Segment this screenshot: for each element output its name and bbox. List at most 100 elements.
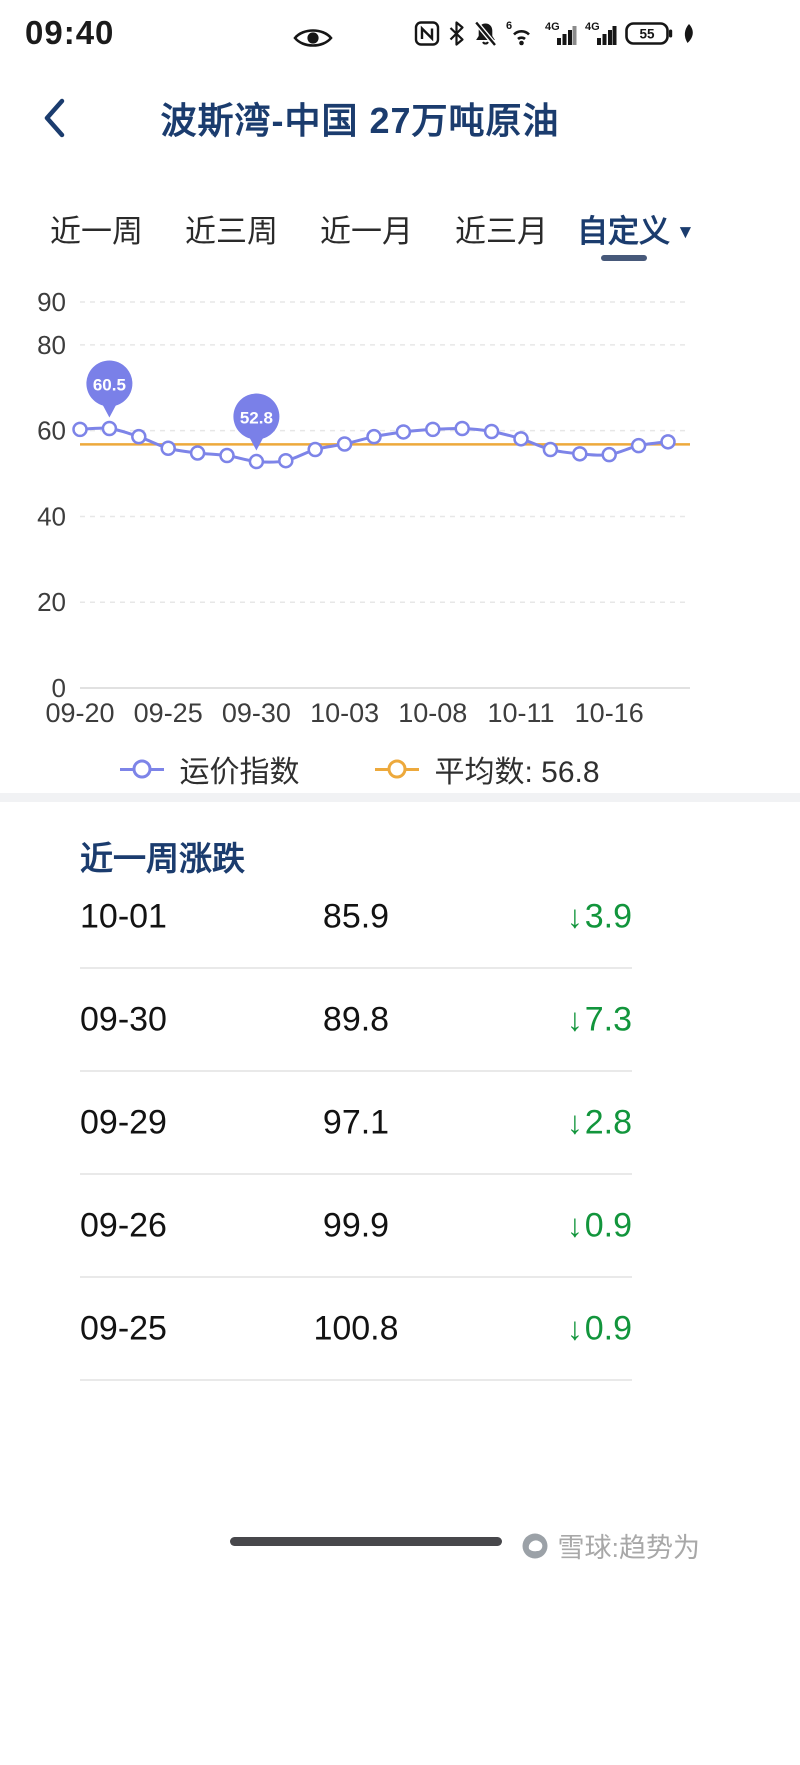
legend-item-index[interactable]: 运价指数 [120, 747, 299, 791]
sim1-signal-icon: 4G [545, 20, 577, 47]
nfc-icon [414, 20, 440, 47]
sim2-signal-icon: 4G [585, 20, 617, 47]
tooltip-pin: 60.5 [86, 360, 133, 418]
data-point-marker[interactable] [601, 446, 617, 463]
x-tick-label: 09-30 [222, 698, 291, 728]
data-point-marker[interactable] [72, 421, 88, 438]
row-value: 85.9 [322, 897, 390, 936]
section-title-weekly-change: 近一周涨跌 [80, 840, 245, 877]
data-point-marker[interactable] [395, 424, 412, 440]
tab-last-week[interactable]: 近一周 [50, 214, 143, 249]
tab-last-month[interactable]: 近一月 [320, 214, 413, 249]
eye-comfort-icon [292, 24, 334, 52]
data-point-marker[interactable] [425, 421, 441, 438]
freight-index-chart[interactable]: 0 20 40 60 80 90 09-20 09-25 09-30 10-03 10-08 10-1… [0, 285, 720, 740]
legend-label: 运价指数 [179, 756, 300, 789]
power-saving-icon [681, 20, 696, 47]
data-point-marker[interactable] [542, 441, 559, 458]
row-change-value: 7.3 [584, 1000, 632, 1039]
tab-last-three-weeks[interactable]: 近三周 [185, 214, 278, 249]
chevron-down-icon: ▼ [676, 222, 695, 243]
row-value: 97.1 [322, 1103, 390, 1142]
tooltip-pin-label: 52.8 [240, 409, 273, 428]
row-date: 10-01 [80, 897, 167, 936]
page-title: 波斯湾-中国 27万吨原油 [160, 100, 560, 141]
down-arrow-icon: ↓ [566, 1104, 583, 1141]
data-point-marker[interactable] [131, 428, 147, 445]
down-arrow-icon: ↓ [566, 1001, 583, 1038]
table-row: 09-30 89.8 ↓7.3 [80, 985, 632, 1055]
svg-text:6: 6 [506, 20, 512, 32]
row-date: 09-29 [80, 1103, 167, 1142]
data-point-marker[interactable] [454, 420, 470, 437]
x-tick-label: 09-25 [134, 698, 203, 728]
data-point-marker[interactable] [572, 446, 588, 462]
row-change: ↓0.9 [567, 1310, 632, 1349]
row-change-value: 2.8 [584, 1103, 632, 1142]
data-point-marker[interactable] [366, 428, 382, 445]
table-row: 09-29 97.1 ↓2.8 [80, 1088, 632, 1158]
data-point-marker[interactable] [189, 445, 206, 461]
x-tick-label: 10-03 [310, 698, 379, 728]
data-point-marker[interactable] [513, 431, 529, 447]
data-point-marker[interactable] [336, 436, 353, 452]
y-tick-label: 90 [37, 287, 66, 317]
tooltip-pin: 52.8 [233, 393, 280, 451]
y-tick-label: 0 [52, 673, 66, 703]
data-point-marker[interactable] [248, 453, 265, 470]
data-point-marker[interactable] [278, 452, 294, 469]
row-divider [80, 967, 632, 969]
row-change: ↓0.9 [567, 1207, 632, 1246]
data-point-marker[interactable] [660, 434, 676, 450]
row-date: 09-30 [80, 1000, 167, 1039]
active-tab-underline [601, 255, 647, 261]
page-header: 波斯湾-中国 27万吨原油 [0, 92, 720, 146]
row-value: 99.9 [322, 1206, 390, 1245]
row-change: ↓7.3 [567, 1001, 632, 1040]
clock: 09:40 [25, 14, 115, 51]
back-button[interactable] [40, 96, 68, 140]
row-value: 89.8 [322, 1000, 390, 1039]
legend-label: 平均数: 56.8 [434, 756, 600, 789]
legend-item-average[interactable]: 平均数: 56.8 [375, 747, 600, 791]
x-tick-label: 10-16 [575, 698, 644, 728]
row-divider [80, 1379, 632, 1381]
home-indicator[interactable] [230, 1537, 502, 1546]
data-point-marker[interactable] [160, 440, 176, 457]
data-point-marker[interactable] [101, 420, 118, 437]
y-tick-label: 20 [37, 587, 66, 617]
row-change-value: 0.9 [584, 1206, 632, 1245]
x-tick-label: 10-11 [487, 698, 554, 728]
down-arrow-icon: ↓ [566, 1207, 583, 1244]
y-tick-label: 60 [37, 416, 66, 446]
svg-text:4G: 4G [545, 21, 560, 33]
x-tick-label: 10-08 [398, 698, 467, 728]
y-tick-label: 40 [37, 501, 66, 531]
wifi-icon: 6 [506, 20, 537, 47]
section-separator [0, 793, 800, 802]
svg-text:55: 55 [639, 27, 655, 42]
x-tick-label: 09-20 [45, 698, 114, 728]
down-arrow-icon: ↓ [566, 898, 583, 935]
data-point-marker[interactable] [219, 447, 235, 464]
chart-legend: 运价指数 平均数: 56.8 [0, 747, 720, 791]
svg-text:4G: 4G [585, 21, 600, 33]
row-change-value: 0.9 [584, 1309, 632, 1348]
table-row: 10-01 85.9 ↓3.9 [80, 882, 632, 952]
tooltip-pin-label: 60.5 [93, 376, 126, 395]
tab-custom-label: 自定义 [577, 214, 670, 249]
row-change: ↓2.8 [567, 1104, 632, 1143]
watermark-text: 雪球:趋势为 [557, 1533, 700, 1563]
data-point-marker[interactable] [630, 437, 647, 454]
battery-icon: 55 [625, 20, 673, 47]
y-tick-label: 80 [37, 330, 66, 360]
line-marker-icon [120, 767, 165, 771]
row-value: 100.8 [313, 1309, 399, 1348]
time-range-tabs: 近一周 近三周 近一月 近三月 自定义 ▼ [0, 206, 720, 270]
data-point-marker[interactable] [307, 441, 323, 458]
tab-custom[interactable]: 自定义 ▼ [577, 206, 695, 251]
status-icon-cluster: 6 4G 4G 55 [414, 20, 696, 47]
data-point-marker[interactable] [483, 423, 500, 440]
tab-last-three-months[interactable]: 近三月 [455, 214, 548, 249]
